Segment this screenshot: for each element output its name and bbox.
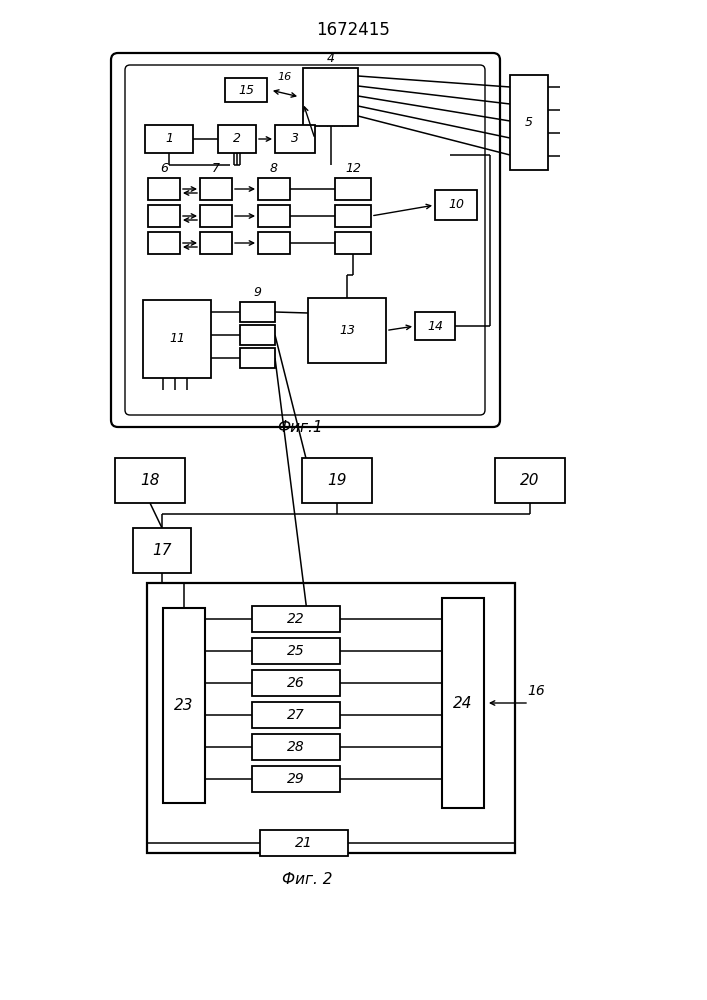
Text: 1672415: 1672415 — [316, 21, 390, 39]
Bar — [275, 125, 315, 153]
Bar — [147, 583, 515, 853]
Text: 5: 5 — [525, 116, 533, 129]
Bar — [308, 298, 386, 363]
Bar — [435, 190, 477, 220]
Bar — [145, 125, 193, 153]
Text: 15: 15 — [238, 84, 254, 97]
Bar — [115, 458, 185, 503]
Text: 9: 9 — [253, 286, 261, 298]
Bar — [133, 528, 191, 573]
Bar — [252, 606, 340, 632]
Bar — [252, 766, 340, 792]
Bar — [258, 178, 290, 200]
Bar — [240, 325, 275, 345]
Text: 1: 1 — [165, 132, 173, 145]
Text: 10: 10 — [448, 198, 464, 212]
Bar — [240, 302, 275, 322]
Bar — [442, 598, 484, 808]
Bar — [200, 232, 232, 254]
Text: 13: 13 — [339, 324, 355, 337]
Bar — [252, 638, 340, 664]
Text: 26: 26 — [287, 676, 305, 690]
Text: 6: 6 — [160, 161, 168, 174]
Bar — [252, 702, 340, 728]
Text: 20: 20 — [520, 473, 539, 488]
Bar — [335, 178, 371, 200]
Bar — [302, 458, 372, 503]
Text: 19: 19 — [327, 473, 346, 488]
Bar — [148, 232, 180, 254]
Text: 28: 28 — [287, 740, 305, 754]
Text: 29: 29 — [287, 772, 305, 786]
Bar — [240, 348, 275, 368]
Text: 12: 12 — [345, 161, 361, 174]
Bar — [143, 300, 211, 378]
Bar — [335, 232, 371, 254]
Text: 16: 16 — [278, 72, 292, 82]
Text: 27: 27 — [287, 708, 305, 722]
Bar — [225, 78, 267, 102]
Bar — [303, 68, 358, 126]
Text: 16: 16 — [527, 684, 545, 698]
Bar — [218, 125, 256, 153]
Bar — [510, 75, 548, 170]
Text: 8: 8 — [270, 161, 278, 174]
Text: 24: 24 — [453, 696, 473, 710]
Text: Фиг. 2: Фиг. 2 — [282, 872, 332, 888]
Bar — [258, 205, 290, 227]
Bar — [252, 734, 340, 760]
Text: 7: 7 — [212, 161, 220, 174]
Bar — [200, 178, 232, 200]
Text: 21: 21 — [295, 836, 313, 850]
Text: 14: 14 — [427, 320, 443, 332]
Text: Фиг.1: Фиг.1 — [277, 420, 323, 436]
Text: 2: 2 — [233, 132, 241, 145]
Bar — [200, 205, 232, 227]
Text: 25: 25 — [287, 644, 305, 658]
Bar — [252, 670, 340, 696]
Bar — [148, 205, 180, 227]
Text: 18: 18 — [140, 473, 160, 488]
Bar — [148, 178, 180, 200]
Text: 23: 23 — [174, 698, 194, 713]
Text: 17: 17 — [152, 543, 172, 558]
Bar — [495, 458, 565, 503]
Text: 3: 3 — [291, 132, 299, 145]
FancyBboxPatch shape — [111, 53, 500, 427]
Text: 4: 4 — [327, 52, 334, 66]
Bar — [415, 312, 455, 340]
Text: 11: 11 — [169, 332, 185, 346]
Bar — [258, 232, 290, 254]
Bar — [335, 205, 371, 227]
Bar — [163, 608, 205, 803]
Bar — [260, 830, 348, 856]
Text: 22: 22 — [287, 612, 305, 626]
